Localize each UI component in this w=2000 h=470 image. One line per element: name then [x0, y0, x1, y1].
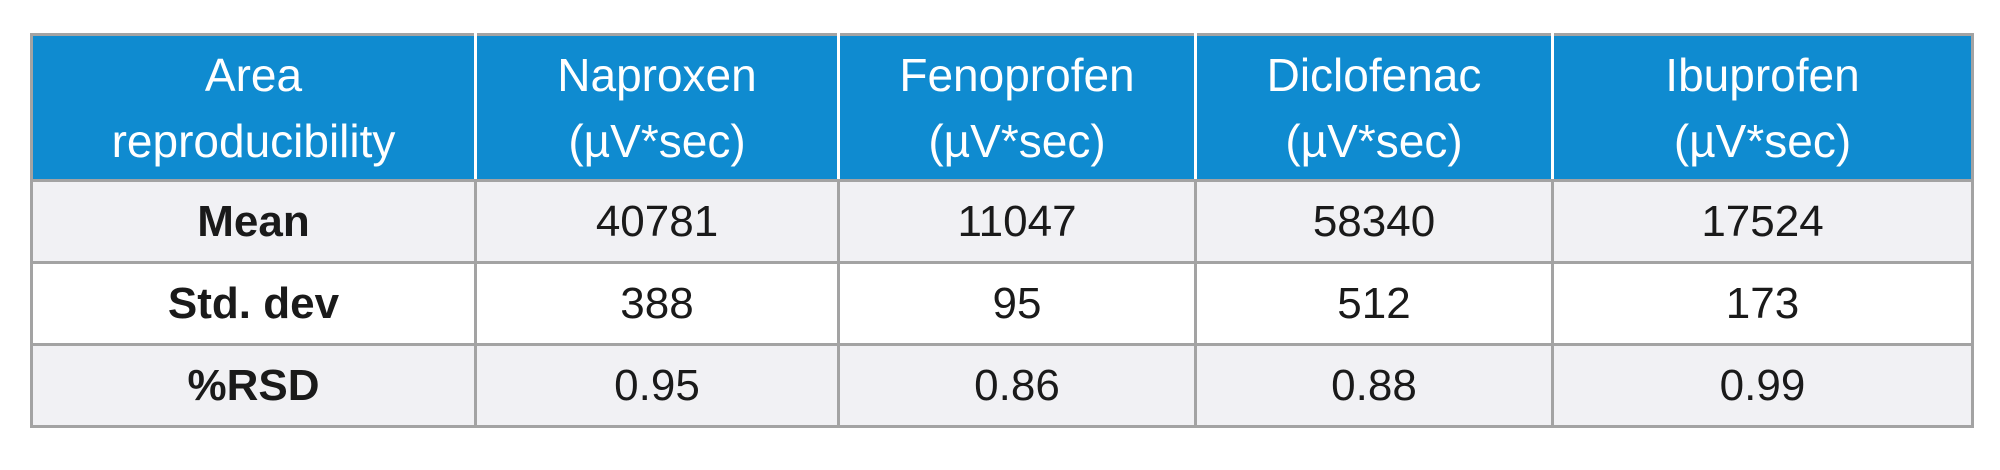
header-line: Fenoprofen: [899, 48, 1135, 101]
row-label: Mean: [30, 179, 477, 264]
table-row-std-dev: Std. dev 388 95 512 173: [30, 261, 1974, 346]
table-row-mean: Mean 40781 11047 58340 17524: [30, 179, 1974, 264]
header-line: (µV*sec): [928, 114, 1106, 167]
header-line: Diclofenac: [1266, 48, 1482, 101]
table-cell: 0.95: [474, 343, 840, 428]
area-reproducibility-table: Area reproducibility Naproxen (µV*sec) F…: [30, 33, 1974, 428]
table-cell: 0.99: [1551, 343, 1974, 428]
header-cell-ibuprofen: Ibuprofen (µV*sec): [1551, 33, 1974, 182]
table-header-row: Area reproducibility Naproxen (µV*sec) F…: [30, 33, 1974, 182]
header-line: Naproxen: [557, 48, 757, 101]
header-line: (µV*sec): [568, 114, 746, 167]
table-cell: 0.88: [1194, 343, 1554, 428]
header-cell-naproxen: Naproxen (µV*sec): [474, 33, 840, 182]
table-cell: 95: [837, 261, 1197, 346]
header-line: (µV*sec): [1673, 114, 1852, 167]
header-line: (µV*sec): [1285, 114, 1463, 167]
row-label: Std. dev: [30, 261, 477, 346]
table-cell: 11047: [837, 179, 1197, 264]
table-cell: 40781: [474, 179, 840, 264]
row-label: %RSD: [30, 343, 477, 428]
table-row-rsd: %RSD 0.95 0.86 0.88 0.99: [30, 343, 1974, 428]
header-line: reproducibility: [111, 114, 396, 167]
table-cell: 512: [1194, 261, 1554, 346]
table-cell: 0.86: [837, 343, 1197, 428]
header-line: Ibuprofen: [1665, 48, 1860, 101]
header-cell-diclofenac: Diclofenac (µV*sec): [1194, 33, 1554, 182]
header-cell-fenoprofen: Fenoprofen (µV*sec): [837, 33, 1197, 182]
header-line: Area: [204, 48, 303, 101]
header-cell-area-reproducibility: Area reproducibility: [30, 33, 477, 182]
table-cell: 17524: [1551, 179, 1974, 264]
table-cell: 58340: [1194, 179, 1554, 264]
table-cell: 173: [1551, 261, 1974, 346]
reproducibility-table-container: Area reproducibility Naproxen (µV*sec) F…: [30, 33, 1974, 428]
table-cell: 388: [474, 261, 840, 346]
